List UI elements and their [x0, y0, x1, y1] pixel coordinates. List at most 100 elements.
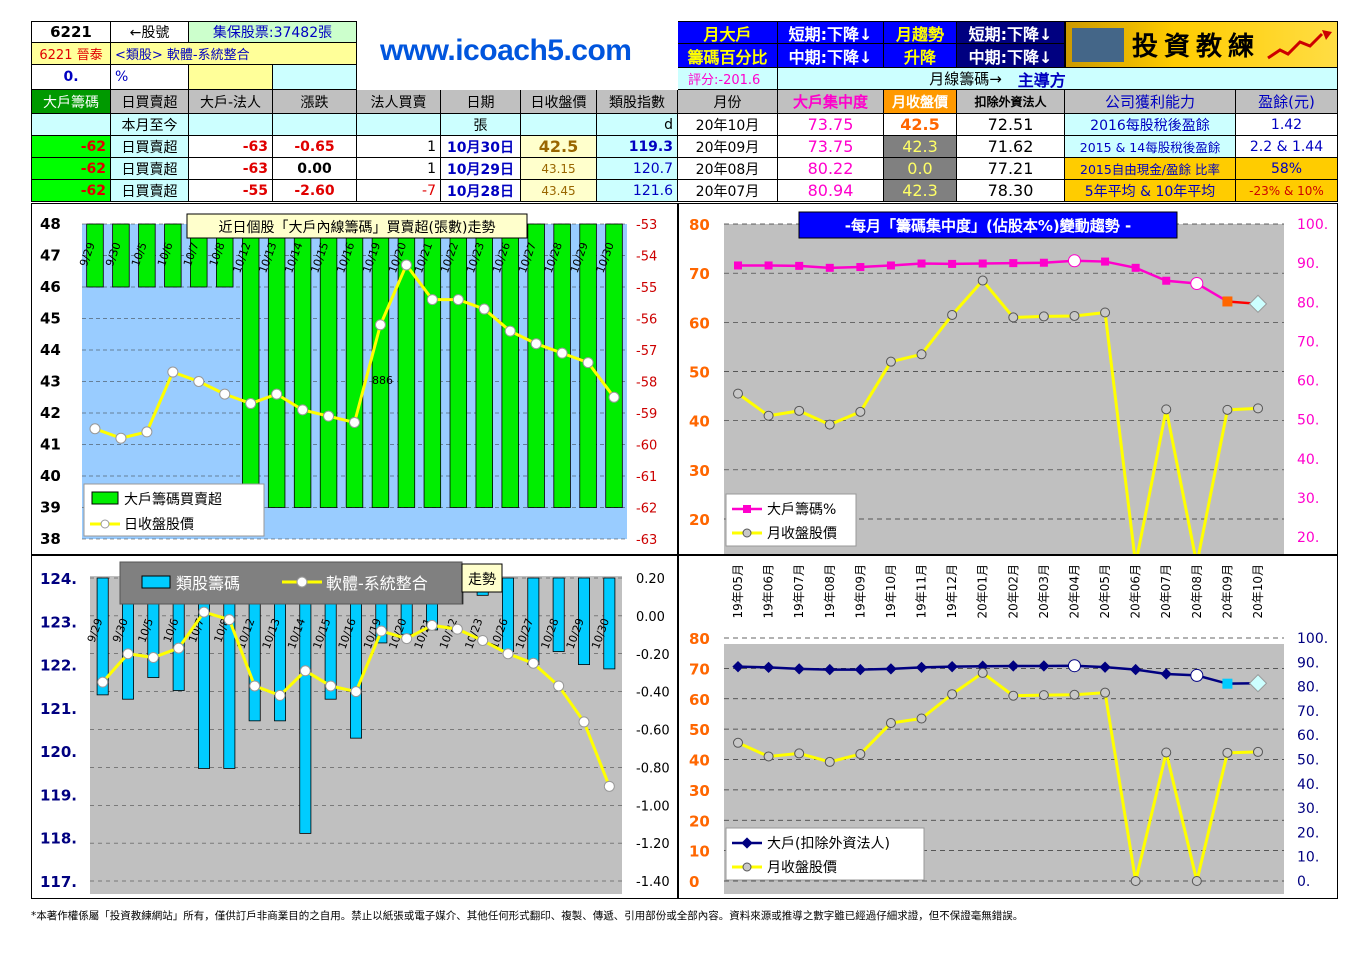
left-tick-label: 10 — [689, 843, 710, 861]
left-tick-label: 122. — [40, 657, 77, 675]
daily-index: 119.3 — [597, 136, 678, 158]
left-tick-label: 39 — [40, 499, 61, 517]
daily-inst: 1 — [357, 136, 441, 158]
legend-label: 類股籌碼 — [176, 574, 240, 593]
legend-swatch-point — [743, 505, 751, 513]
price-point — [885, 356, 896, 367]
legend-swatch-point — [100, 519, 110, 529]
right-tick-label: 60. — [1297, 374, 1319, 390]
price-point — [1038, 690, 1049, 701]
monthly-month: 20年08月 — [678, 158, 778, 180]
right-tick-label: -61 — [636, 470, 657, 485]
x-tick-label: 19年06月 — [762, 564, 776, 619]
sector-point — [147, 652, 159, 664]
price-point — [794, 748, 805, 759]
daily-major-inst: -63 — [189, 158, 273, 180]
major-point — [946, 661, 958, 673]
sector-point — [451, 623, 463, 635]
sub-cell — [521, 114, 597, 136]
logo-text: 投資教練 — [1132, 32, 1261, 62]
price-point — [426, 294, 438, 306]
monthly-concentration: 80.22 — [778, 158, 884, 180]
legend-label: 大戶(扣除外資法人) — [767, 836, 890, 852]
monthly-month: 20年07月 — [678, 180, 778, 202]
sector-point — [426, 619, 438, 631]
stock-code: 6221 — [31, 21, 111, 43]
price-point — [504, 325, 516, 337]
price-point — [193, 376, 205, 387]
bar-major-flow — [553, 223, 571, 508]
chart-daily-major: 48 47 46 45 44 43 42 41 40 39 38 -53 -54 -55 -56 -57 -58… — [32, 204, 677, 554]
right-tick-label: -0.40 — [636, 686, 670, 701]
col-header-index: 類股指數 — [597, 90, 678, 114]
daily-major-value: -62 — [31, 158, 111, 180]
legend-label: 大戶籌碼% — [767, 502, 836, 518]
concentration-point — [1101, 257, 1110, 266]
profit-value: 2.2 & 1.44 — [1236, 136, 1338, 158]
legend-label: 日收盤股價 — [124, 516, 194, 533]
daily-index: 120.7 — [597, 158, 678, 180]
right-tick-label: 70. — [1297, 334, 1319, 350]
major-point-latest — [1248, 674, 1268, 693]
concentration-point — [917, 259, 926, 268]
box1-line1: 月大戶 — [678, 21, 778, 44]
price-point — [1222, 404, 1233, 415]
x-tick-label: 19年08月 — [823, 564, 837, 619]
right-tick-label: 30. — [1297, 491, 1319, 507]
concentration-point — [978, 259, 987, 268]
legend-swatch-point — [742, 528, 752, 538]
box1-line2: 籌碼百分比 — [678, 44, 778, 68]
logo-banner: 投資教練 — [1065, 21, 1338, 68]
price-point — [323, 410, 335, 422]
profit-value: -23% & 10% — [1236, 180, 1338, 202]
left-tick-label: 121. — [40, 700, 77, 718]
right-tick-label: -57 — [636, 344, 657, 359]
sector-point — [401, 633, 413, 645]
chart-title: -每月「籌碼集中度」(佔股本%)變動趨勢 - — [845, 217, 1131, 235]
price-point — [947, 689, 958, 700]
left-tick-label: 40 — [40, 467, 61, 485]
sector-point — [249, 680, 261, 692]
price-point — [1191, 876, 1202, 886]
right-tick-label: 30. — [1297, 801, 1319, 817]
left-tick-label: 0 — [689, 873, 699, 891]
daily-change: -0.65 — [273, 136, 357, 158]
blank-cell — [189, 65, 273, 90]
website-link[interactable]: www.icoach5.com — [380, 34, 632, 67]
left-tick-label: 42 — [40, 404, 61, 422]
sector-point — [375, 625, 387, 637]
chart-monthly-concentration: 80 70 60 50 40 30 20 100. 90. 80. 70. 60. 50. 40. 30. 2… — [679, 204, 1337, 565]
col-header-exforeign: 扣除外資法人 — [957, 90, 1065, 114]
left-tick-label: 44 — [40, 341, 61, 359]
bar-major-flow — [605, 223, 623, 508]
daily-close: 43.45 — [521, 180, 597, 202]
sector-point — [325, 680, 337, 692]
monthly-flow-row: 月線籌碼→ 主導方 — [778, 68, 1338, 90]
category-label: <類股> 軟體-系統整合 — [111, 43, 357, 65]
legend-box — [725, 827, 925, 881]
daily-type-label: 日買賣超 — [111, 180, 189, 202]
stock-code-label: ←股號 — [111, 21, 189, 43]
x-tick-label: 20年06月 — [1129, 564, 1143, 619]
right-tick-label: 0.20 — [636, 572, 665, 587]
title-box — [798, 211, 1178, 239]
sector-point — [274, 689, 286, 701]
price-point — [219, 388, 231, 400]
major-point-highlight — [1067, 659, 1081, 673]
col-header-month: 月份 — [678, 90, 778, 114]
sector-point — [553, 680, 565, 692]
price-point — [1069, 689, 1080, 700]
monthly-month: 20年09月 — [678, 136, 778, 158]
concentration-point — [886, 261, 895, 270]
daily-type-text: 日買賣超 — [121, 139, 178, 156]
left-tick-label: 119. — [40, 786, 77, 804]
price-point — [1253, 746, 1263, 757]
daily-major-value: -62 — [31, 180, 111, 202]
concentration-point-highlight — [1067, 254, 1081, 268]
price-point — [916, 713, 927, 724]
right-tick-label: -0.60 — [636, 724, 670, 739]
title-box — [186, 213, 528, 239]
price-point — [115, 432, 127, 444]
price-point — [530, 338, 542, 350]
price-point — [452, 294, 464, 306]
